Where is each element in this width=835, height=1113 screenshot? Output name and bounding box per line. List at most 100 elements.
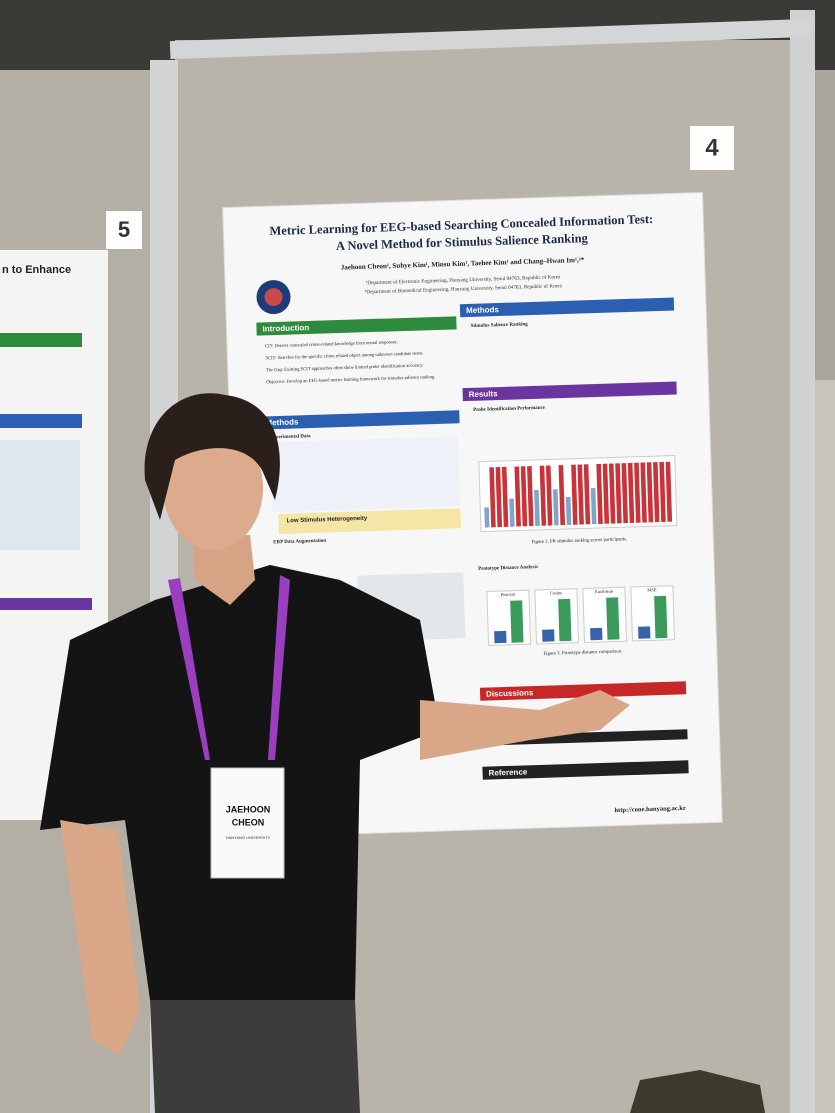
section-header xyxy=(481,729,688,746)
decor-bar xyxy=(501,466,509,527)
name-badge xyxy=(210,767,285,879)
section-title: Reference xyxy=(488,767,528,777)
decor-bar xyxy=(583,464,591,525)
bullet: The Gap: Existing SCIT approaches often … xyxy=(266,362,424,372)
decor-bar xyxy=(553,489,559,526)
decor-bar xyxy=(577,464,584,525)
subheading: Experimental Data xyxy=(270,434,311,440)
bullet: CIT: Detects concealed crime-related kno… xyxy=(265,339,398,348)
board-frame xyxy=(790,10,815,1113)
section-header xyxy=(482,760,689,780)
decor-bar xyxy=(495,467,503,528)
section-title: Discussions xyxy=(486,688,534,698)
panel-figure: Pearson Cosine Euclidean MSE xyxy=(486,585,676,647)
poster-title: n to Enhance xyxy=(2,264,71,276)
board-frame xyxy=(169,18,811,60)
decor-bar xyxy=(659,461,666,523)
decor-bar xyxy=(509,498,515,527)
panel-label: Cosine xyxy=(550,590,563,595)
section-title: Methods xyxy=(466,305,500,315)
subheading: Prototype Distance Analysis xyxy=(478,565,538,572)
subheading: ERP Data Augmentation xyxy=(273,539,326,546)
decor-bar xyxy=(634,462,641,523)
decor-bar xyxy=(571,464,578,525)
url: http://cone.hanyang.ac.kr xyxy=(614,805,686,814)
decor-bar xyxy=(654,595,668,639)
bullet: Objective: Develop an EEG-based metric l… xyxy=(266,374,435,384)
panel xyxy=(582,586,628,643)
pants xyxy=(150,1000,360,1113)
decor-bar xyxy=(484,507,490,528)
decor-bar xyxy=(602,463,610,524)
callout: Low Stimulus Heterogeneity xyxy=(286,516,367,525)
arm xyxy=(60,820,140,1055)
panel-label: Pearson xyxy=(501,592,516,597)
bag xyxy=(630,1070,765,1113)
panel xyxy=(486,589,532,647)
decor-bar xyxy=(606,597,620,640)
figure xyxy=(270,436,461,513)
panel-label: MSE xyxy=(647,587,657,592)
decor-bar xyxy=(596,463,603,524)
decor-bar xyxy=(646,462,654,523)
decor-bar xyxy=(520,466,528,527)
decor-bar xyxy=(627,462,635,523)
decor-bar xyxy=(494,630,507,644)
caption: Figure 2. PR stimulus ranking across par… xyxy=(531,537,627,545)
subheading: Stimulus Salience Ranking xyxy=(470,322,528,329)
decor-bar xyxy=(621,463,629,524)
figure xyxy=(0,440,80,550)
decor-bar xyxy=(542,629,555,642)
badge-org: HANYANG UNIVERSITY xyxy=(226,835,271,840)
header-bar xyxy=(0,333,82,347)
decor-bar xyxy=(534,489,540,526)
section-header xyxy=(462,381,677,402)
decor-bar xyxy=(653,462,660,523)
panel xyxy=(534,588,580,645)
hair xyxy=(144,393,280,520)
decor-bar xyxy=(527,466,534,527)
sign xyxy=(690,126,734,170)
decor-bar xyxy=(558,598,572,642)
decor-bar xyxy=(665,461,673,522)
section-title: Introduction xyxy=(262,323,309,333)
badge-name: CHEON xyxy=(232,817,265,827)
background-right xyxy=(815,380,835,1113)
decor-bar xyxy=(608,463,616,524)
face xyxy=(163,426,263,550)
decor-bar xyxy=(558,465,566,526)
neck xyxy=(192,535,255,605)
decor-bar xyxy=(545,465,553,526)
decor-bar xyxy=(590,488,597,525)
sign-number: 4 xyxy=(705,134,719,161)
caption: Figure 3. Prototype distance comparison. xyxy=(543,649,622,656)
section-header xyxy=(256,316,457,336)
decor-bar xyxy=(510,600,524,643)
logo xyxy=(264,288,283,307)
panel xyxy=(630,585,676,642)
decor-bar xyxy=(590,627,603,641)
decor-bar xyxy=(514,466,521,527)
callout-box xyxy=(278,508,461,535)
subheading: Probe Identification Performance xyxy=(473,406,546,413)
header-bar xyxy=(0,598,92,610)
main-poster: Metric Learning for EEG-based Searching … xyxy=(222,192,723,838)
section-header xyxy=(459,297,675,318)
decor-bar xyxy=(640,462,647,523)
section-header xyxy=(259,410,460,430)
arm xyxy=(420,690,630,760)
badge-name: JAEHOON xyxy=(226,804,271,814)
sign-number: 5 xyxy=(118,217,130,242)
decor-bar xyxy=(489,467,496,528)
decor-bar xyxy=(615,463,622,524)
decor-bar xyxy=(638,626,651,639)
section-header xyxy=(479,681,687,701)
decor-bar xyxy=(565,496,572,525)
panel-label: Euclidean xyxy=(595,589,614,595)
bullet: SCIT: Searches for the specific crime-re… xyxy=(265,350,423,360)
person: JAEHOON CHEON HANYANG UNIVERSITY xyxy=(40,393,630,1113)
section-title: Results xyxy=(469,389,499,399)
lanyard xyxy=(168,575,290,760)
